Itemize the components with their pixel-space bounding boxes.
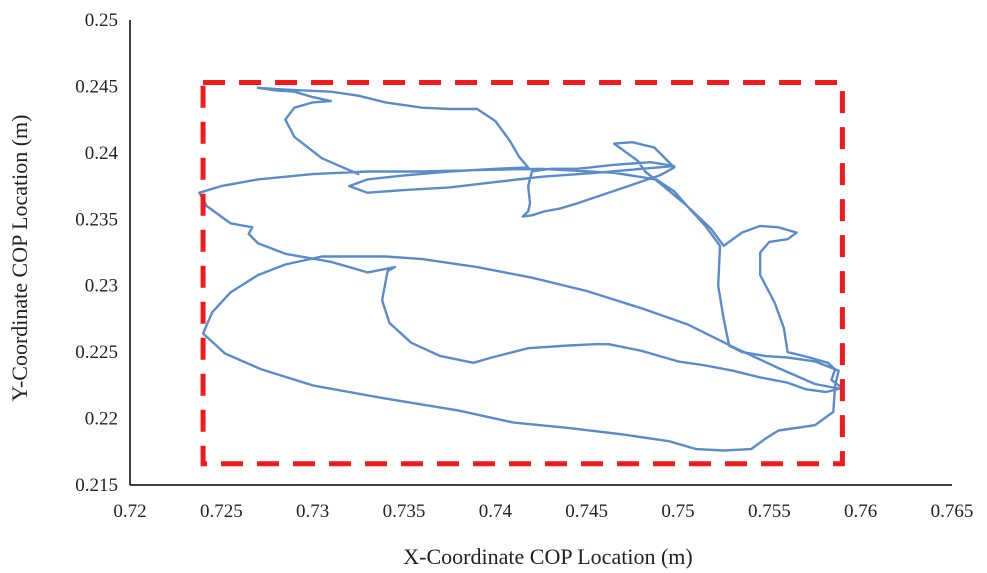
y-tick-label: 0.23 [85,276,118,297]
y-tick-label: 0.245 [75,76,118,97]
x-axis-title: X-Coordinate COP Location (m) [403,544,692,569]
x-axis-tick-labels: 0.72 0.725 0.73 0.735 0.74 0.745 0.75 0.755 0.76… [113,501,973,522]
x-tick-label: 0.765 [931,501,974,522]
x-tick-label: 0.755 [748,501,791,522]
y-tick-label: 0.24 [85,143,119,164]
y-tick-label: 0.22 [85,409,118,430]
x-tick-label: 0.72 [113,501,146,522]
y-tick-label: 0.225 [75,342,118,363]
y-axis-title: Y-Coordinate COP Location (m) [7,115,32,402]
series-layer [198,86,844,452]
x-tick-label: 0.75 [661,501,694,522]
cop-trajectory-line [198,86,844,452]
y-axis-tick-labels: 0.215 0.22 0.225 0.23 0.235 0.24 0.245 0.25 [75,10,118,496]
y-tick-label: 0.215 [75,475,118,496]
y-tick-label: 0.25 [85,10,118,31]
x-tick-label: 0.725 [200,501,243,522]
x-tick-label: 0.76 [844,501,877,522]
x-tick-label: 0.735 [383,501,426,522]
x-tick-label: 0.74 [479,501,513,522]
x-tick-label: 0.73 [296,501,329,522]
x-tick-label: 0.745 [565,501,608,522]
dashed-bounding-box [200,79,845,467]
y-tick-label: 0.235 [75,209,118,230]
